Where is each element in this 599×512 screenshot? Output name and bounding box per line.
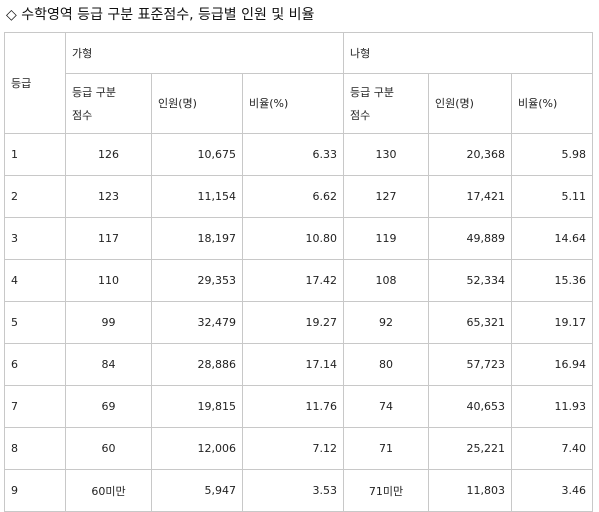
ga-people-cell: 11,154 bbox=[151, 175, 243, 218]
na-score-header-line2: 점수 bbox=[350, 108, 371, 122]
na-ratio-cell: 16.94 bbox=[511, 343, 594, 386]
na-people-cell: 11,803 bbox=[428, 469, 513, 512]
na-people-cell: 65,321 bbox=[428, 301, 513, 344]
na-score-cell: 71 bbox=[343, 427, 430, 470]
na-ratio-column-header: 비율(%) bbox=[511, 73, 594, 134]
ga-people-cell: 12,006 bbox=[151, 427, 243, 470]
ga-people-cell: 5,947 bbox=[151, 469, 243, 512]
table-row: 2 123 11,154 6.62 127 17,421 5.11 bbox=[4, 175, 594, 218]
ga-people-cell: 19,815 bbox=[151, 385, 243, 428]
ga-people-cell: 28,886 bbox=[151, 343, 243, 386]
na-ratio-cell: 15.36 bbox=[511, 259, 594, 302]
ga-ratio-cell: 7.12 bbox=[241, 427, 345, 470]
grade-cell: 2 bbox=[4, 175, 66, 218]
ga-ratio-column-header: 비율(%) bbox=[241, 73, 345, 134]
ga-ratio-cell: 6.33 bbox=[241, 133, 345, 176]
na-score-cell: 108 bbox=[343, 259, 430, 302]
ga-score-cell: 117 bbox=[65, 217, 152, 260]
grade-cell: 8 bbox=[4, 427, 66, 470]
ga-score-cell: 60 bbox=[65, 427, 152, 470]
ga-ratio-cell: 10.80 bbox=[241, 217, 345, 260]
ga-ratio-cell: 3.53 bbox=[241, 469, 345, 512]
na-score-cell: 80 bbox=[343, 343, 430, 386]
ga-score-header-line2: 점수 bbox=[72, 108, 93, 122]
grade-cell: 4 bbox=[4, 259, 66, 302]
na-ratio-cell: 14.64 bbox=[511, 217, 594, 260]
ga-score-cell: 69 bbox=[65, 385, 152, 428]
na-people-cell: 17,421 bbox=[428, 175, 513, 218]
ga-score-cell: 123 bbox=[65, 175, 152, 218]
ga-ratio-cell: 17.42 bbox=[241, 259, 345, 302]
na-people-column-header: 인원(명) bbox=[428, 73, 513, 134]
na-people-cell: 20,368 bbox=[428, 133, 513, 176]
grade-cell: 9 bbox=[4, 469, 66, 512]
ga-ratio-cell: 19.27 bbox=[241, 301, 345, 344]
na-people-cell: 52,334 bbox=[428, 259, 513, 302]
table-row: 4 110 29,353 17.42 108 52,334 15.36 bbox=[4, 259, 594, 302]
ga-score-cell: 99 bbox=[65, 301, 152, 344]
ga-ratio-cell: 6.62 bbox=[241, 175, 345, 218]
ga-score-cell: 110 bbox=[65, 259, 152, 302]
ga-ratio-cell: 17.14 bbox=[241, 343, 345, 386]
na-ratio-cell: 3.46 bbox=[511, 469, 594, 512]
ga-ratio-cell: 11.76 bbox=[241, 385, 345, 428]
na-score-cell: 119 bbox=[343, 217, 430, 260]
na-score-cell: 127 bbox=[343, 175, 430, 218]
na-ratio-cell: 11.93 bbox=[511, 385, 594, 428]
table-row: 8 60 12,006 7.12 71 25,221 7.40 bbox=[4, 427, 594, 470]
ga-people-cell: 18,197 bbox=[151, 217, 243, 260]
ga-people-cell: 29,353 bbox=[151, 259, 243, 302]
na-people-cell: 25,221 bbox=[428, 427, 513, 470]
group-header-ga: 가형 bbox=[64, 32, 345, 74]
na-people-cell: 40,653 bbox=[428, 385, 513, 428]
ga-score-cell: 126 bbox=[65, 133, 152, 176]
group-header-na: 나형 bbox=[343, 32, 594, 74]
na-ratio-cell: 5.11 bbox=[511, 175, 594, 218]
ga-score-header-line1: 등급 구분 bbox=[72, 85, 116, 99]
table-body: 등급 가형 나형 등급 구분 점수 인원(명) 비율(%) 등급 구분 점수 인… bbox=[4, 32, 594, 512]
grade-column-header: 등급 bbox=[4, 32, 66, 134]
page-title: ◇ 수학영역 등급 구분 표준점수, 등급별 인원 및 비율 bbox=[6, 7, 315, 23]
na-score-cell: 92 bbox=[343, 301, 430, 344]
ga-people-column-header: 인원(명) bbox=[151, 73, 243, 134]
na-score-cell: 71미만 bbox=[343, 469, 430, 512]
ga-people-cell: 10,675 bbox=[151, 133, 243, 176]
na-ratio-cell: 5.98 bbox=[511, 133, 594, 176]
na-score-header-line1: 등급 구분 bbox=[350, 85, 394, 99]
table-row: 7 69 19,815 11.76 74 40,653 11.93 bbox=[4, 385, 594, 428]
na-people-cell: 49,889 bbox=[428, 217, 513, 260]
grade-cell: 3 bbox=[4, 217, 66, 260]
na-score-cell: 74 bbox=[343, 385, 430, 428]
ga-score-column-header: 등급 구분 점수 bbox=[65, 73, 152, 134]
ga-people-cell: 32,479 bbox=[151, 301, 243, 344]
header-row-columns: 등급 구분 점수 인원(명) 비율(%) 등급 구분 점수 인원(명) 비율(%… bbox=[5, 73, 594, 134]
table-row: 3 117 18,197 10.80 119 49,889 14.64 bbox=[4, 217, 594, 260]
header-row-groups: 등급 가형 나형 bbox=[4, 32, 594, 134]
table-row: 5 99 32,479 19.27 92 65,321 19.17 bbox=[4, 301, 594, 344]
na-score-cell: 130 bbox=[343, 133, 430, 176]
ga-score-cell: 60미만 bbox=[65, 469, 152, 512]
grade-distribution-table: 등급 가형 나형 등급 구분 점수 인원(명) 비율(%) 등급 구분 점수 인… bbox=[4, 32, 594, 512]
grade-cell: 5 bbox=[4, 301, 66, 344]
ga-score-cell: 84 bbox=[65, 343, 152, 386]
na-ratio-cell: 19.17 bbox=[511, 301, 594, 344]
na-ratio-cell: 7.40 bbox=[511, 427, 594, 470]
table-row: 9 60미만 5,947 3.53 71미만 11,803 3.46 bbox=[4, 469, 594, 512]
grade-cell: 7 bbox=[4, 385, 66, 428]
na-people-cell: 57,723 bbox=[428, 343, 513, 386]
grade-cell: 6 bbox=[4, 343, 66, 386]
table-row: 1 126 10,675 6.33 130 20,368 5.98 bbox=[4, 133, 594, 176]
na-score-column-header: 등급 구분 점수 bbox=[343, 73, 430, 134]
table-row: 6 84 28,886 17.14 80 57,723 16.94 bbox=[4, 343, 594, 386]
grade-cell: 1 bbox=[4, 133, 66, 176]
